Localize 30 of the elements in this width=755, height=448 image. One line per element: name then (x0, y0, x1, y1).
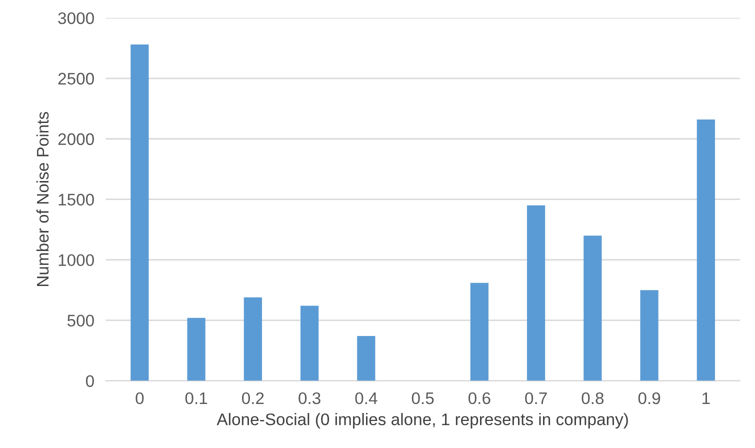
bar (357, 336, 376, 381)
x-tick-label: 0.7 (525, 392, 547, 404)
y-tick-label: 0 (86, 375, 94, 388)
x-tick-label: 0.2 (242, 392, 264, 404)
y-axis-title: Number of Noise Points (36, 112, 49, 286)
bar (470, 282, 488, 381)
x-tick-label: 1 (702, 392, 710, 404)
x-tick-label: 0.5 (412, 392, 434, 404)
y-tick-label: 1500 (58, 194, 94, 206)
x-tick-label: 0.6 (468, 392, 490, 404)
bar (640, 290, 658, 381)
x-tick-label: 0.1 (185, 392, 208, 404)
x-tick-label: 0 (136, 392, 144, 404)
bar (526, 205, 546, 381)
bar (300, 306, 319, 381)
y-tick-label: 3000 (58, 12, 94, 24)
bar (584, 236, 602, 381)
bar (244, 297, 262, 381)
bar (187, 318, 206, 381)
y-tick-label: 500 (67, 314, 94, 327)
y-tick-label: 2000 (58, 133, 94, 146)
bar (130, 44, 149, 381)
bar (696, 120, 715, 381)
y-tick-label: 2500 (58, 72, 94, 85)
x-tick-label: 0.8 (582, 392, 604, 404)
x-tick-label: 0.4 (355, 392, 378, 404)
x-axis-title: Alone-Social (0 implies alone, 1 represents in company) (216, 413, 628, 429)
x-tick-label: 0.9 (638, 392, 660, 404)
x-tick-label: 0.3 (298, 392, 320, 404)
y-tick-label: 1000 (58, 254, 94, 266)
